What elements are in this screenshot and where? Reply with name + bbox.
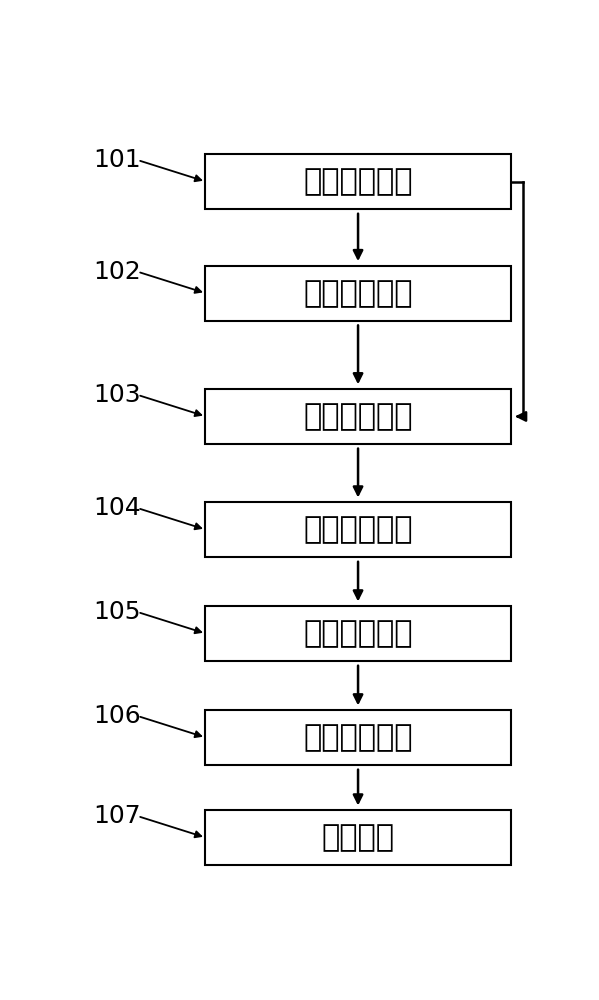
Bar: [205, 154, 511, 209]
Bar: [205, 502, 511, 557]
Text: 102: 102: [93, 260, 141, 284]
Text: 第二计算模块: 第二计算模块: [303, 619, 413, 648]
Text: 106: 106: [93, 704, 141, 728]
Text: 101: 101: [93, 148, 141, 172]
Text: 图像处理模块: 图像处理模块: [303, 402, 413, 431]
Text: 第一计算模块: 第一计算模块: [303, 515, 413, 544]
Bar: [205, 389, 511, 444]
Text: 模型构建模块: 模型构建模块: [303, 279, 413, 308]
Bar: [205, 710, 511, 765]
Text: 图像采集模块: 图像采集模块: [303, 167, 413, 196]
Bar: [205, 810, 511, 865]
Bar: [205, 266, 511, 321]
Text: 鉴定模块: 鉴定模块: [322, 823, 395, 852]
Text: 107: 107: [93, 804, 141, 828]
Text: 第三计算模块: 第三计算模块: [303, 723, 413, 752]
Bar: [205, 606, 511, 661]
Text: 104: 104: [93, 496, 141, 520]
Text: 105: 105: [93, 600, 141, 624]
Text: 103: 103: [93, 383, 141, 407]
